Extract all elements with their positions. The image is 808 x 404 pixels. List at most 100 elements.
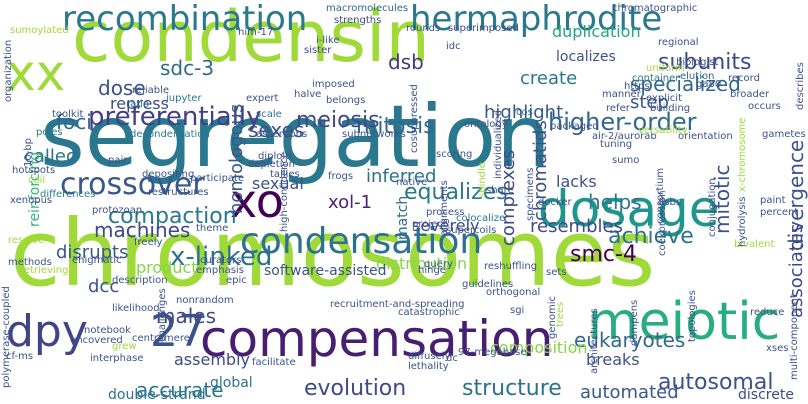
word-eukaryotes: eukaryotes: [574, 328, 686, 352]
word-trees: trees: [555, 301, 566, 327]
word-homologous: homologous: [226, 103, 247, 214]
word-grew: grew: [112, 341, 137, 352]
word-polymerase-coupled: polymerase-coupled: [1, 286, 12, 388]
word-mitosis: mitosis: [356, 114, 435, 139]
word-hydrolysis: hydrolysis: [737, 196, 748, 247]
word-interphase: interphase: [90, 353, 144, 364]
word-share: share: [486, 185, 514, 196]
word-97-megabase: 97-megabase: [458, 347, 527, 358]
word-dcc: dcc: [88, 276, 120, 297]
word-recombination: recombination: [62, 0, 308, 39]
word-notebook: notebook: [84, 325, 131, 336]
word-sumo: sumo: [612, 155, 640, 166]
word-severely: severely: [412, 216, 480, 235]
word-alignments: alignments: [439, 180, 450, 236]
word-diffusely: diffusely: [408, 351, 451, 362]
word-structure: structure: [462, 376, 562, 401]
word-sumoylated: sumoylated: [10, 25, 69, 36]
word-centromere: centromere: [132, 333, 190, 344]
word-accurate: accurate: [136, 378, 224, 402]
word-superimposed: superimposed: [448, 23, 519, 34]
word-27: 27: [150, 306, 206, 357]
word-sets: sets: [546, 267, 567, 278]
word-scoring: scoring: [436, 149, 473, 160]
word-facilitate: facilitate: [252, 357, 296, 368]
word-duplication: duplication: [552, 22, 641, 41]
word-protozoan: protozoan: [92, 205, 143, 216]
word-methods: methods: [8, 257, 52, 268]
word-colocalize: colocalize: [456, 213, 506, 224]
word-inferred: inferred: [366, 166, 437, 187]
word-dsb: dsb: [388, 50, 424, 74]
word-description: description: [112, 275, 168, 286]
word-recruitment-and-spreading: recruitment-and-spreading: [330, 299, 465, 310]
word-container: container: [632, 73, 680, 84]
word-segregation: segregation: [40, 87, 551, 187]
word-xol-1: xol-1: [328, 192, 373, 213]
word-disrupts: disrupts: [56, 242, 129, 263]
word-resolve: resolve: [8, 235, 45, 246]
word-achieve: achieve: [608, 224, 694, 249]
word-products: products: [136, 258, 206, 277]
word-dc: dc: [446, 353, 458, 364]
word-process: process: [426, 207, 465, 218]
word-catastrophic: catastrophic: [398, 307, 460, 318]
word-uniform: uniform: [646, 63, 685, 74]
word-pair: pair: [108, 155, 128, 166]
word-ga80: ga80: [696, 79, 722, 90]
word-bivalent: bivalent: [734, 239, 775, 250]
word-composition: composition: [490, 338, 588, 357]
word-likelihood: likelihood: [112, 303, 160, 314]
word-specimens: specimens: [525, 167, 536, 221]
word-called: called: [24, 146, 78, 167]
word-crossover: crossover: [60, 167, 205, 202]
word-condensation: condensation: [240, 221, 483, 262]
word-depletion: depletion: [248, 159, 295, 170]
word-jupyter: jupyter: [166, 93, 202, 104]
word-orthogonal: orthogonal: [486, 287, 541, 298]
word-compaction: compaction: [108, 204, 237, 229]
word-project: project: [412, 219, 447, 230]
word-dosage: dosage: [538, 180, 720, 238]
word-manner: manner: [602, 89, 641, 100]
word-xo: xo: [230, 174, 284, 228]
word-guidelines: guidelines: [462, 279, 514, 290]
word-percent: percent: [760, 207, 799, 218]
word-chromatographic: chromatographic: [612, 3, 698, 14]
word-reduce: reduce: [750, 307, 785, 318]
word-chromosomes: chromosomes: [10, 200, 656, 307]
word-helps: helps: [588, 190, 642, 214]
word-https: https: [624, 81, 650, 92]
word-i-like: i-like: [316, 35, 340, 46]
word-idc: idc: [446, 41, 461, 52]
word-uncovered: uncovered: [70, 335, 123, 346]
word-coil: coil: [28, 175, 46, 186]
word-coexpression: coexpression: [657, 190, 668, 256]
word-decondensation: decondensation: [130, 129, 210, 140]
word-equalizes: equalizes: [404, 180, 508, 205]
word-cf-ms: cf-ms: [6, 351, 34, 362]
word-create: create: [520, 68, 578, 89]
word-expert: expert: [246, 93, 279, 104]
word-machines: machines: [94, 218, 191, 242]
word-emphasis: emphasis: [196, 265, 244, 276]
word-males: males: [156, 304, 217, 328]
word-cosuppressed: cosuppressed: [409, 84, 420, 153]
word-versatility: versatility: [638, 125, 688, 136]
word-diploid: diploid: [258, 151, 292, 162]
word-scale: scale: [256, 109, 282, 120]
word-evolution: evolution: [304, 376, 407, 401]
word-belongs: belongs: [326, 95, 366, 106]
word-x-chromosome: x-chromosome: [737, 117, 748, 192]
word-theme: theme: [196, 223, 229, 234]
word-imposed: imposed: [312, 79, 355, 90]
word-localizes: localizes: [556, 49, 616, 65]
word-sexual: sexual: [252, 174, 304, 193]
word-xx: xx: [6, 44, 66, 102]
word-strengths: strengths: [334, 15, 382, 26]
word-poles: poles: [36, 127, 63, 138]
word-cos: cos: [516, 107, 533, 118]
word-halve: halve: [294, 89, 322, 100]
word-high-confidence: high-confidence: [279, 151, 290, 232]
